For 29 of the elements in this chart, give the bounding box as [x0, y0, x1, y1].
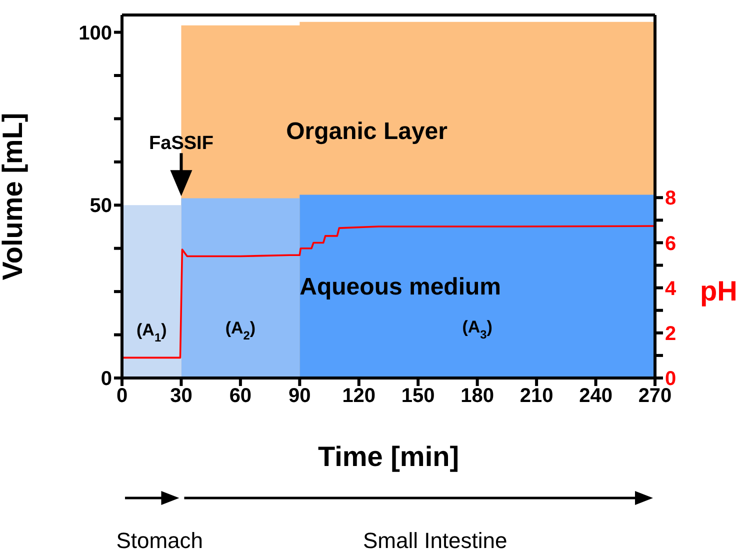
y-axis-title: Volume [mL]	[0, 112, 28, 280]
text: Small Intestine	[362, 528, 508, 553]
y-tick-label: 100	[78, 22, 112, 44]
series-label: (A$_{3}$)	[462, 318, 492, 342]
x-axis-title: Time [min]	[318, 440, 460, 472]
text: Stomach	[116, 528, 204, 553]
x-tick-label: 30	[170, 385, 192, 408]
x-tick-label: 90	[288, 385, 311, 408]
line-series	[122, 225, 655, 359]
y2-tick-label: 4	[665, 278, 677, 300]
x-tick-label: 270	[638, 385, 672, 408]
series-label: (A$_{2}$)	[225, 318, 256, 343]
annotation: FaSSIF	[149, 133, 214, 154]
x-tick-label: 60	[229, 385, 252, 408]
series-label: (A$_{1}$)	[136, 320, 167, 344]
annotation: Organic Layer	[286, 118, 448, 145]
x-tick-label: 150	[401, 385, 435, 408]
y-tick-label: 50	[90, 195, 112, 218]
y-tick-label: 0	[100, 368, 112, 390]
y2-tick-label: 8	[665, 188, 676, 210]
y2-tick-label: 6	[665, 232, 676, 255]
x-tick-label: 120	[342, 385, 376, 408]
x-tick-label: 180	[460, 385, 494, 408]
x-tick-label: 0	[116, 385, 128, 408]
y2-axis-title: pH	[700, 275, 738, 306]
x-tick-label: 210	[520, 385, 554, 408]
annotation: Aqueous medium	[300, 273, 502, 300]
y2-tick-label: 2	[665, 323, 676, 346]
x-tick-label: 240	[579, 385, 612, 408]
